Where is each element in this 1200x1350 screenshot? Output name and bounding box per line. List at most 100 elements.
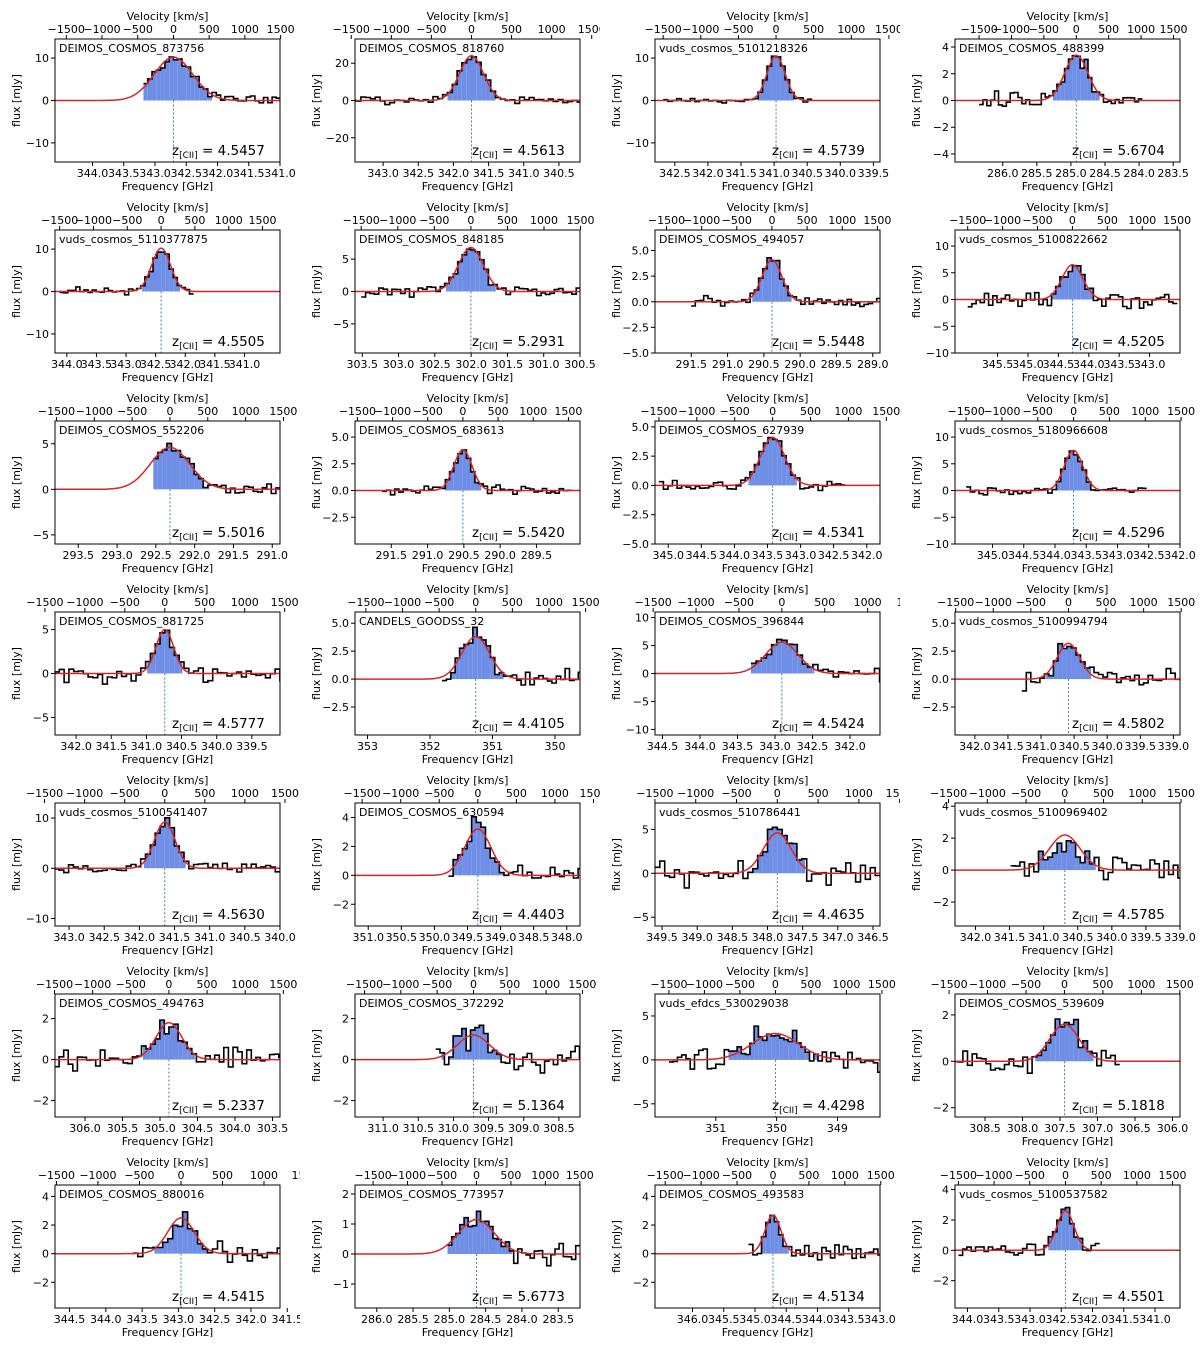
- velocity-tick-label: 0: [769, 1169, 776, 1182]
- velocity-tick-label: 0: [170, 23, 177, 36]
- x-tick-label: 284.0: [1123, 167, 1155, 180]
- line-fill-bar: [492, 284, 496, 292]
- velocity-tick-label: −1500: [930, 787, 967, 800]
- line-fill-bar: [1041, 1050, 1046, 1062]
- velocity-tick-label: −500: [721, 787, 751, 800]
- velocity-tick-label: −1500: [38, 1169, 75, 1182]
- x-tick-label: 343.0: [163, 1313, 195, 1326]
- velocity-tick-label: −500: [1022, 214, 1052, 227]
- spectrum-histogram: [59, 251, 194, 296]
- line-fill-bar: [476, 822, 481, 876]
- line-fill-bar: [796, 859, 802, 874]
- y-tick-label: 0: [942, 864, 949, 877]
- gaussian-fit-line: [355, 449, 580, 492]
- y-tick-label: 0: [42, 668, 49, 681]
- line-fill-bar: [741, 1053, 746, 1060]
- spectrum-panel: 291.5 291.0 290.5 290.0 289.5 −2.5 0.0 2.5 5.0 −1…: [300, 382, 600, 573]
- velocity-axis-title: Velocity [km/s]: [727, 583, 809, 596]
- x-tick-label: 344.5: [686, 549, 718, 562]
- gaussian-fit-line: [55, 628, 280, 675]
- spectrum-histogram: [448, 816, 580, 879]
- y-tick-label: 5.0: [932, 617, 950, 630]
- flux-axis-title: flux [mJy]: [310, 265, 323, 318]
- velocity-tick-label: −500: [116, 978, 146, 991]
- flux-axis-title: flux [mJy]: [310, 1220, 323, 1273]
- spectrum-panel: 311.0 310.5 310.0 309.5 309.0 308.5 −2 0 2 −1500−…: [300, 955, 600, 1146]
- line-fill-bar: [464, 644, 469, 680]
- y-tick-label: −5: [633, 911, 649, 924]
- line-fill-bar: [783, 1246, 788, 1254]
- line-fill-bar: [488, 1226, 493, 1254]
- redshift-label: z[CII] = 4.5205: [1072, 334, 1165, 352]
- line-fill-bar: [173, 277, 178, 292]
- axes-frame: [354, 993, 581, 1118]
- spectrum-chart: 291.5 291.0 290.5 290.0 289.5 289.0 −5.0 −2.5 0.…: [610, 201, 891, 382]
- line-fill-bar: [787, 843, 792, 874]
- y-tick-label: 0: [642, 668, 649, 681]
- x-tick-label: 343.5: [752, 549, 784, 562]
- x-tick-label: 301.0: [528, 358, 560, 371]
- velocity-tick-label: 1000: [1123, 1169, 1151, 1182]
- velocity-tick-label: 500: [501, 23, 522, 36]
- spectrum-panel: 343.0 342.5 342.0 341.5 341.0 340.5 340.0 −10 0 1…: [0, 764, 300, 955]
- x-tick-label: 341.5: [199, 358, 231, 371]
- source-name-label: DEIMOS_COSMOS_773957: [359, 1188, 504, 1201]
- line-fill-bar: [757, 855, 763, 874]
- y-tick-label: −2.5: [922, 701, 949, 714]
- line-fill-bar: [451, 1236, 456, 1254]
- spectrum-histogram: [958, 1206, 1100, 1257]
- x-tick-label: 351.0: [352, 931, 384, 944]
- velocity-tick-label: −500: [722, 214, 752, 227]
- line-fill-bar: [505, 1241, 510, 1254]
- spectrum-panel: 293.5 293.0 292.5 292.0 291.5 291.0 −5 0 5 −1500−…: [0, 382, 300, 573]
- line-fill-bar: [485, 645, 491, 680]
- x-tick-label: 340.5: [1058, 740, 1090, 753]
- velocity-tick-label: 0: [467, 214, 474, 227]
- x-tick-label: 344.5: [771, 1313, 803, 1326]
- line-fill-bar: [479, 259, 485, 292]
- line-fill-bar: [471, 56, 477, 101]
- velocity-tick-label: −1500: [635, 596, 672, 609]
- x-tick-label: 350.0: [419, 931, 451, 944]
- velocity-tick-label: −1500: [648, 214, 685, 227]
- line-fill-bar: [453, 1035, 458, 1060]
- velocity-tick-label: 0: [1073, 23, 1080, 36]
- flux-axis-title: flux [mJy]: [610, 647, 623, 700]
- x-tick-label: 339.0: [1164, 931, 1196, 944]
- y-tick-label: −4: [933, 148, 949, 161]
- redshift-label: z[CII] = 4.5785: [1072, 907, 1165, 925]
- velocity-tick-label: 1000: [541, 787, 569, 800]
- velocity-tick-label: 1500: [867, 1169, 895, 1182]
- velocity-tick-label: 0: [1065, 596, 1072, 609]
- y-tick-label: 5: [642, 823, 649, 836]
- x-tick-label: 342.5: [818, 549, 850, 562]
- y-tick-label: 0: [942, 1244, 949, 1257]
- x-tick-label: 341.5: [1108, 1313, 1140, 1326]
- line-fill-bar: [1061, 1209, 1066, 1251]
- line-fill-bar: [754, 464, 759, 486]
- x-tick-label: 303.5: [347, 358, 379, 371]
- redshift-label: z[CII] = 4.5739: [772, 143, 865, 161]
- flux-axis-title: flux [mJy]: [610, 265, 623, 318]
- line-fill-bar: [446, 283, 449, 292]
- line-fill-bar: [797, 655, 803, 674]
- line-fill-bar: [161, 252, 166, 292]
- line-fill-bar: [768, 437, 773, 486]
- velocity-tick-label: 500: [199, 23, 220, 36]
- line-fill-bar: [457, 453, 463, 491]
- x-tick-label: 285.5: [397, 1313, 429, 1326]
- spectrum-histogram: [668, 1025, 880, 1073]
- redshift-label: z[CII] = 4.4635: [772, 907, 865, 925]
- line-fill-bar: [1089, 863, 1095, 871]
- gaussian-fit-line: [355, 1218, 580, 1255]
- x-tick-label: 303.5: [257, 1122, 289, 1135]
- line-fill-bar: [771, 644, 777, 674]
- line-fill-bar: [455, 1233, 460, 1254]
- redshift-label: z[CII] = 4.5501: [1072, 1289, 1165, 1307]
- line-fill-bar: [1072, 265, 1077, 300]
- source-name-label: DEIMOS_COSMOS_494057: [659, 233, 804, 246]
- line-fill-bar: [487, 1052, 493, 1060]
- line-fill-bar: [178, 1040, 183, 1060]
- redshift-label: z[CII] = 5.1364: [472, 1098, 565, 1116]
